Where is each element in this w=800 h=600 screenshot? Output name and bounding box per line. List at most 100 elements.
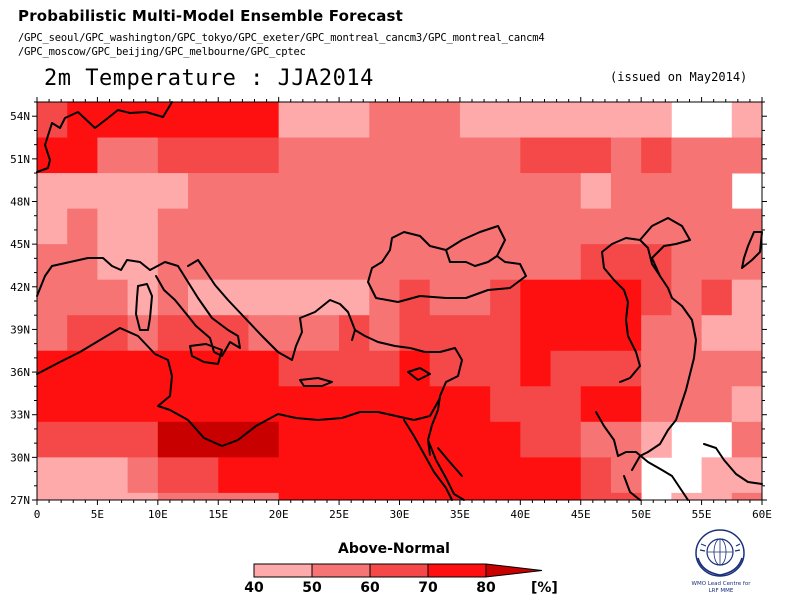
grid-cell <box>701 350 733 387</box>
issued-date: (issued on May2014) <box>610 70 748 84</box>
grid-cell <box>369 279 400 316</box>
grid-cell <box>308 279 340 316</box>
grid-cell <box>641 315 672 352</box>
grid-cell <box>580 208 612 245</box>
grid-cell <box>731 315 763 352</box>
lon-tick-label: 30E <box>390 508 410 521</box>
lon-tick-label: 40E <box>510 508 530 521</box>
grid-cell <box>731 102 763 138</box>
grid-cell <box>369 208 400 245</box>
grid-cell <box>550 208 582 245</box>
lat-tick-label: 36N <box>10 366 30 379</box>
grid-cell <box>580 492 612 501</box>
grid-cell <box>67 421 98 458</box>
grid-cell <box>308 457 340 494</box>
grid-cell <box>37 102 68 138</box>
grid-cell <box>218 102 249 138</box>
grid-cell <box>399 173 431 210</box>
grid-cell <box>520 386 551 423</box>
grid-cell <box>550 421 582 458</box>
coastline-persian-gulf <box>595 411 689 501</box>
grid-cell <box>67 457 98 494</box>
grid-cell <box>550 173 582 210</box>
grid-cell <box>490 102 521 138</box>
coastline-black-sea <box>367 231 527 303</box>
grid-cell <box>701 386 733 423</box>
lat-tick-label: 51N <box>10 153 30 166</box>
grid-cell <box>520 421 551 458</box>
grid-cell <box>308 386 340 423</box>
grid-cell <box>127 492 159 501</box>
grid-cell <box>248 173 280 210</box>
grid-cell <box>188 208 219 245</box>
grid-cell <box>37 244 68 281</box>
wmo-caption-1: WMO Lead Centre for <box>691 581 751 587</box>
grid-cell <box>731 137 763 174</box>
grid-cell <box>490 173 521 210</box>
grid-cell <box>278 492 310 501</box>
grid-cell <box>97 137 129 174</box>
grid-cell <box>278 279 310 316</box>
legend-swatch <box>311 563 371 578</box>
grid-cell <box>490 315 521 352</box>
grid-cell <box>157 173 189 210</box>
grid-cell <box>218 173 249 210</box>
grid-cell <box>701 208 733 245</box>
grid-cell <box>97 492 129 501</box>
grid-cell <box>369 421 400 458</box>
grid-cell <box>641 386 672 423</box>
grid-cell <box>97 386 129 423</box>
grid-cell <box>459 457 491 494</box>
lon-tick-label: 0 <box>34 508 41 521</box>
grid-cell <box>369 457 400 494</box>
grid-cell <box>188 421 219 458</box>
grid-cell <box>188 457 219 494</box>
grid-cell <box>580 173 612 210</box>
grid-cell <box>610 244 642 281</box>
model-list-line-1: /GPC_seoul/GPC_washington/GPC_tokyo/GPC_… <box>18 32 545 44</box>
grid-cell <box>369 173 400 210</box>
grid-cell <box>248 457 280 494</box>
grid-cell <box>671 137 702 174</box>
grid-cell <box>308 208 340 245</box>
grid-cell <box>429 350 461 387</box>
grid-cell <box>641 137 672 174</box>
grid-cell <box>550 315 582 352</box>
grid-cell <box>671 173 702 210</box>
grid-cell <box>459 173 491 210</box>
grid-cell <box>580 421 612 458</box>
color-legend <box>253 563 543 578</box>
grid-cell <box>218 208 249 245</box>
lon-tick-label: 15E <box>208 508 228 521</box>
grid-cell <box>278 173 310 210</box>
grid-cell <box>37 457 68 494</box>
coastline-sicily <box>189 343 223 365</box>
grid-cell <box>67 173 98 210</box>
grid-cell <box>641 244 672 281</box>
grid-cell <box>641 102 672 138</box>
grid-cell <box>127 102 159 138</box>
grid-cell <box>157 102 189 138</box>
grid-cell <box>278 421 310 458</box>
grid-cell <box>520 457 551 494</box>
grid-cell <box>429 421 461 458</box>
grid-cell <box>218 421 249 458</box>
grid-cell <box>67 208 98 245</box>
grid-cell <box>731 350 763 387</box>
grid-cell <box>339 208 370 245</box>
grid-cell <box>490 386 521 423</box>
legend-label-40: 40 <box>244 580 264 596</box>
grid-cell <box>550 350 582 387</box>
legend-swatch <box>427 563 487 578</box>
grid-cell <box>550 492 582 501</box>
grid-cell <box>308 350 340 387</box>
grid-cell <box>520 137 551 174</box>
grid-cell <box>339 137 370 174</box>
grid-cell <box>459 386 491 423</box>
grid-cell <box>399 315 431 352</box>
coastline-adriatic <box>187 259 356 361</box>
lat-tick-label: 42N <box>10 281 30 294</box>
grid-cell <box>490 492 521 501</box>
grid-cell <box>459 350 491 387</box>
